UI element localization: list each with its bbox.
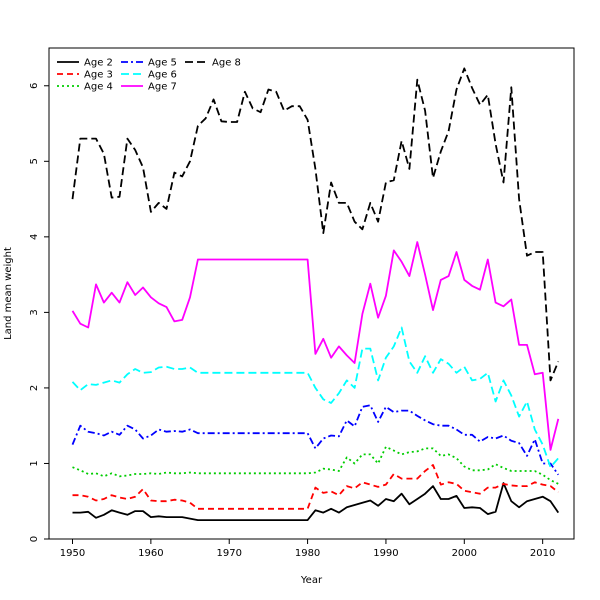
- y-axis: 0 1 2 3 4 5 6: [29, 83, 49, 542]
- y-tick-label: 1: [29, 460, 40, 466]
- y-tick-label: 5: [29, 158, 40, 164]
- legend-label-age-6: Age 6: [148, 70, 177, 81]
- y-tick-label: 2: [29, 385, 40, 391]
- y-axis-title: Land mean weight: [3, 247, 14, 340]
- x-tick-label: 1960: [138, 548, 163, 559]
- legend-label-age-2: Age 2: [84, 58, 113, 69]
- legend-label-age-5: Age 5: [148, 58, 177, 69]
- series-layer: [71, 67, 560, 521]
- legend-label-age-7: Age 7: [148, 82, 177, 93]
- series-line-age-8: [71, 67, 560, 382]
- series-line-age-2: [72, 482, 560, 521]
- legend-label-age-4: Age 4: [84, 82, 113, 93]
- x-tick-label: 1980: [295, 548, 320, 559]
- x-tick-label: 2000: [452, 548, 477, 559]
- legend-label-age-8: Age 8: [212, 58, 241, 69]
- plot-frame: [48, 47, 575, 540]
- series-line-age-3: [72, 464, 559, 510]
- series-line-age-4: [72, 445, 559, 485]
- y-tick-label: 0: [29, 536, 40, 542]
- y-tick-label: 3: [29, 309, 40, 315]
- x-tick-label: 2010: [530, 548, 555, 559]
- x-tick-label: 1970: [216, 548, 241, 559]
- x-tick-label: 1950: [60, 548, 85, 559]
- series-line-age-5: [71, 404, 560, 476]
- y-tick-label: 6: [29, 83, 40, 89]
- x-axis: 1950 1960 1970 1980 1990 2000 2010: [60, 539, 555, 559]
- x-axis-title: Year: [300, 575, 323, 586]
- y-tick-label: 4: [29, 234, 40, 240]
- series-line-age-7: [71, 241, 560, 451]
- legend-label-age-3: Age 3: [84, 70, 113, 81]
- series-line-age-6: [71, 326, 559, 469]
- x-tick-label: 1990: [373, 548, 398, 559]
